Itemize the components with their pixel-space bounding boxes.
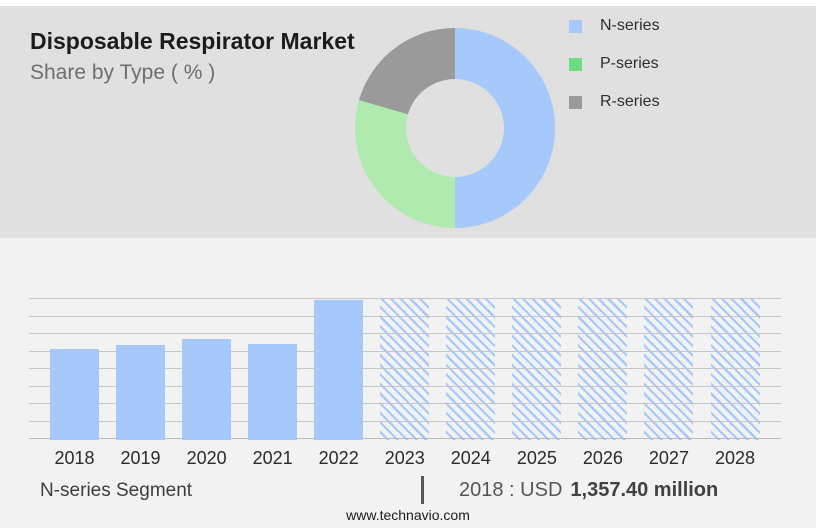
forecast-bar-2023 — [380, 299, 430, 440]
x-axis-baseline — [29, 438, 781, 439]
divider-bar — [421, 476, 424, 504]
x-tick-label-2019: 2019 — [120, 448, 161, 468]
x-tick-label-2024: 2024 — [450, 448, 491, 468]
x-tick-label-2018: 2018 — [54, 448, 95, 468]
bar-2019 — [116, 345, 166, 440]
stat-value: 1,357.40 million — [570, 479, 719, 501]
bar-2018 — [50, 349, 99, 440]
legend-item-r-series: R-series — [569, 93, 660, 110]
x-tick-label-2021: 2021 — [252, 448, 293, 468]
gridline — [29, 298, 781, 299]
gridline — [29, 386, 781, 387]
stat-annotation: 2018 : USD 1,357.40 million — [459, 479, 718, 502]
gridline — [29, 368, 781, 369]
forecast-bar-2026 — [578, 299, 628, 440]
donut-chart — [355, 28, 555, 228]
bar-2020 — [182, 339, 232, 440]
segment-label: N-series Segment — [40, 480, 193, 501]
donut-hole — [406, 79, 504, 177]
forecast-bar-2025 — [512, 299, 562, 440]
legend-label-n-series: N-series — [600, 17, 660, 34]
gridline — [29, 316, 781, 317]
donut-legend: N-series P-series R-series — [569, 17, 660, 132]
stat-prefix: 2018 : USD — [459, 479, 563, 501]
legend-label-p-series: P-series — [600, 55, 659, 72]
gridline — [29, 333, 781, 334]
gridline — [29, 421, 781, 422]
forecast-bar-2028 — [710, 299, 760, 440]
legend-label-r-series: R-series — [600, 93, 660, 110]
x-tick-label-2028: 2028 — [714, 448, 756, 468]
legend-item-p-series: P-series — [569, 55, 660, 72]
page-title: Disposable Respirator Market — [30, 28, 355, 54]
bar-2021 — [248, 344, 298, 440]
forecast-bar-2027 — [644, 299, 694, 440]
forecast-bar-2024 — [446, 299, 496, 440]
legend-item-n-series: N-series — [569, 17, 660, 34]
gridline — [29, 403, 781, 404]
x-tick-label-2026: 2026 — [582, 448, 623, 468]
x-tick-label-2025: 2025 — [516, 448, 557, 468]
x-tick-label-2023: 2023 — [384, 448, 425, 468]
n-series-swatch-icon — [569, 19, 582, 33]
p-series-swatch-icon — [569, 57, 582, 71]
top-section: Disposable Respirator Market Share by Ty… — [0, 6, 816, 238]
r-series-swatch-icon — [569, 95, 582, 109]
website-link[interactable]: www.technavio.com — [346, 507, 470, 523]
x-tick-label-2022: 2022 — [318, 448, 359, 468]
bar-2022 — [314, 300, 364, 440]
x-tick-label-2027: 2027 — [648, 448, 689, 468]
gridline — [29, 351, 781, 352]
page-subtitle: Share by Type ( % ) — [30, 61, 216, 84]
bar-chart: 2018 2019 2020 2021 2022 2023 2024 2025 2026 2027… — [29, 298, 781, 468]
x-tick-label-2020: 2020 — [186, 448, 227, 468]
